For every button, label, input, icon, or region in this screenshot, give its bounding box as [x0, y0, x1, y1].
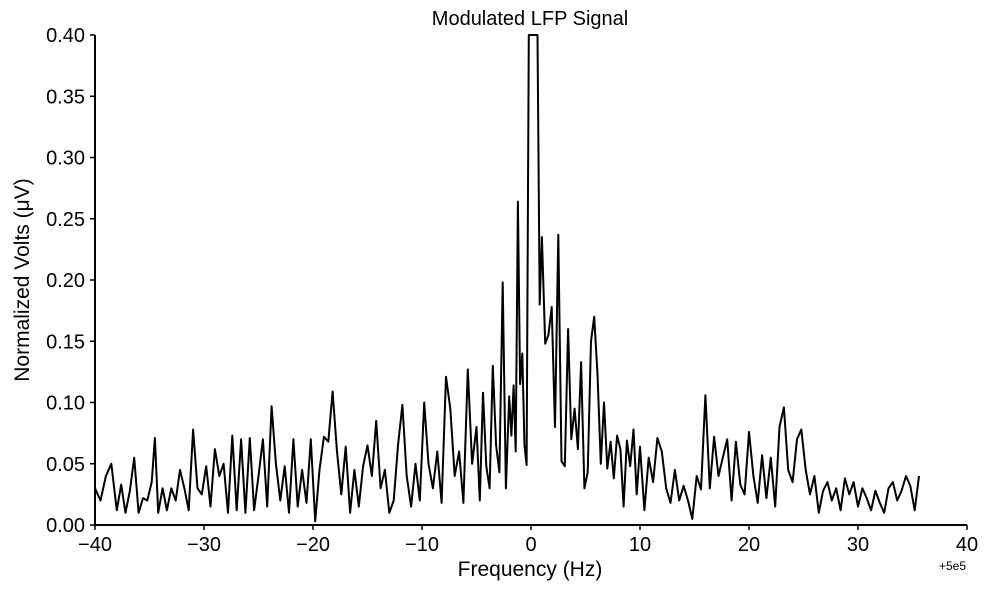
y-tick-label: 0.05: [46, 454, 85, 476]
signal-series-line: [94, 34, 920, 523]
y-axis-title: Normalized Volts (μV): [11, 178, 34, 382]
x-axis-title: Frequency (Hz): [458, 558, 603, 581]
x-tick-label: −10: [405, 534, 439, 556]
x-tick-label: −40: [78, 534, 112, 556]
chart-title: Modulated LFP Signal: [432, 8, 628, 30]
x-tick-label: −20: [296, 534, 330, 556]
y-tick-label: 0.15: [46, 331, 85, 353]
y-tick-label: 0.10: [46, 393, 85, 415]
x-tick-label: 30: [847, 534, 869, 556]
x-axis-offset-label: +5e5: [939, 559, 966, 573]
y-tick-label: 0.25: [46, 209, 85, 231]
x-tick-label: 0: [525, 534, 536, 556]
y-tick-label: 0.00: [46, 515, 85, 537]
plot-area: [94, 34, 920, 523]
y-tick-label: 0.35: [46, 86, 85, 108]
x-tick-label: 20: [738, 534, 760, 556]
y-tick-label: 0.20: [46, 270, 85, 292]
x-tick-label: 10: [629, 534, 651, 556]
x-tick-label: 40: [956, 534, 978, 556]
axis-ticks: −40 −30 −20 −10 0 10 20 30 40 0.00 0.05 0.10 0.15 0.2…: [46, 25, 978, 556]
y-tick-label: 0.30: [46, 148, 85, 170]
y-tick-label: 0.40: [46, 25, 85, 47]
x-tick-label: −30: [187, 534, 221, 556]
